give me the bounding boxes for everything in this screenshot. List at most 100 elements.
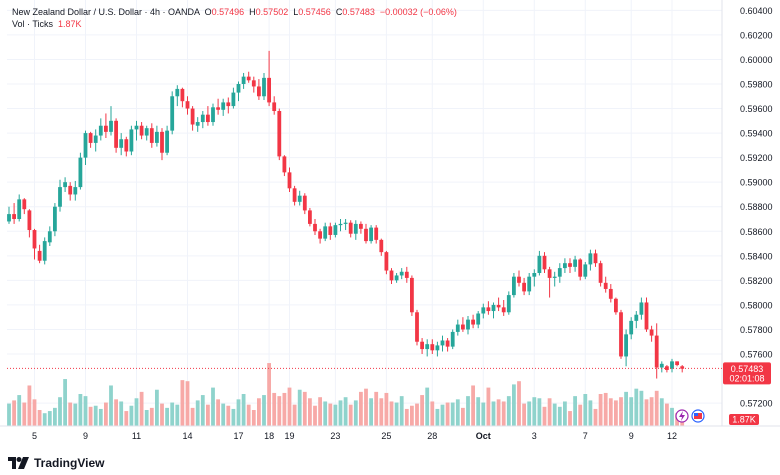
candle-body — [165, 130, 169, 153]
volume-bar — [634, 388, 639, 426]
volume-bar — [512, 384, 516, 426]
volume-bar — [216, 399, 220, 426]
candle-body — [670, 361, 674, 369]
candle-body — [583, 264, 588, 277]
candle-body — [532, 273, 537, 277]
candle-body — [272, 102, 277, 111]
candle-body — [262, 77, 266, 97]
volume-bar — [496, 399, 501, 426]
candle-body — [450, 331, 455, 347]
volume-bar — [257, 398, 261, 426]
legend-volume-line: Vol · Ticks 1.87K — [12, 18, 457, 30]
candle-body — [399, 271, 404, 276]
candle-body — [323, 226, 328, 239]
candle-body — [63, 182, 67, 188]
volume-bar — [379, 398, 384, 426]
volume-bar — [246, 404, 251, 426]
volume-bar — [287, 387, 292, 426]
candle-body — [195, 122, 200, 126]
candle-body — [241, 76, 246, 84]
volume-bar — [129, 405, 134, 426]
volume-bar — [93, 405, 98, 426]
candle-body — [624, 334, 628, 357]
volume-bar — [236, 399, 241, 426]
volume-bar — [348, 404, 353, 426]
candle-body — [328, 226, 333, 235]
volume-bar — [119, 401, 124, 426]
volume-bar — [88, 406, 93, 426]
volume-tag-value: 1.87K — [732, 415, 756, 425]
symbol-title[interactable]: New Zealand Dollar / U.S. Dollar · 4h · … — [12, 7, 200, 17]
y-tick-label: 0.59800 — [740, 80, 773, 90]
volume-bar — [211, 387, 215, 426]
close-value: 0.57483 — [342, 7, 375, 17]
volume-bar — [231, 408, 236, 426]
candle-body — [364, 228, 368, 242]
candle-body — [394, 275, 399, 281]
candle-body — [139, 125, 144, 136]
candle-body — [155, 131, 159, 143]
volume-bar — [78, 394, 83, 426]
volume-bar — [353, 400, 358, 426]
x-tick-label: 9 — [629, 431, 634, 441]
volume-bar — [629, 397, 634, 426]
volume-bar — [440, 404, 445, 426]
volume-bar — [522, 403, 526, 426]
volume-bar — [659, 398, 664, 426]
volume-tag — [729, 414, 759, 425]
candle-body — [629, 320, 634, 335]
candle-body — [547, 269, 552, 278]
volume-bar — [481, 402, 486, 426]
volume-bar — [578, 404, 583, 426]
volume-bar — [614, 400, 618, 426]
axes: 0.60400 0.60200 0.60000 0.59800 0.59600 0.594… — [0, 0, 780, 441]
candle-body — [185, 101, 190, 109]
legend-ohlc-line: New Zealand Dollar / U.S. Dollar · 4h · … — [12, 6, 457, 18]
candle-body — [27, 210, 32, 231]
candle-body — [353, 223, 358, 234]
volume-bar — [282, 392, 287, 426]
y-tick-label: 0.60400 — [740, 6, 773, 16]
y-tick-label: 0.59600 — [740, 104, 773, 114]
candle-body — [578, 259, 583, 277]
candle-body — [226, 102, 231, 107]
candle-body — [221, 102, 226, 110]
y-tick-label: 0.59200 — [740, 153, 773, 163]
candle-body — [384, 252, 389, 271]
candle-body — [675, 361, 679, 366]
candle-body — [98, 125, 103, 136]
price-axis — [722, 0, 780, 430]
last-price-tag — [723, 362, 771, 385]
x-tick-label: 9 — [83, 431, 88, 441]
candle-body — [267, 77, 271, 103]
candle-body — [603, 282, 608, 289]
volume-bar — [58, 397, 62, 426]
candle-body — [144, 128, 149, 136]
volume-bar — [588, 400, 593, 426]
candle-body — [200, 114, 205, 123]
volume-bar — [160, 403, 164, 426]
candle-body — [292, 188, 297, 202]
candle-body — [420, 341, 424, 350]
volume-bar — [593, 408, 598, 426]
y-tick-label: 0.58000 — [740, 300, 773, 310]
candle-body — [308, 210, 312, 224]
high-value: 0.57502 — [255, 7, 289, 17]
volume-bar — [73, 403, 78, 426]
candle-body — [134, 125, 139, 130]
candle-body — [425, 344, 430, 350]
change-value: −0.00032 (−0.06%) — [379, 7, 457, 17]
candle-body — [236, 84, 241, 93]
tradingview-logo[interactable]: TradingView — [8, 456, 104, 470]
bar-countdown: 02:01:08 — [729, 373, 764, 383]
volume-bar — [410, 405, 414, 426]
candle-body — [389, 270, 394, 281]
volume-bar — [506, 396, 511, 426]
candle-body — [88, 133, 93, 143]
candle-body — [593, 253, 598, 264]
volume-bar — [17, 395, 22, 426]
volume-label[interactable]: Vol · Ticks — [12, 19, 54, 29]
volume-bar — [491, 401, 496, 426]
